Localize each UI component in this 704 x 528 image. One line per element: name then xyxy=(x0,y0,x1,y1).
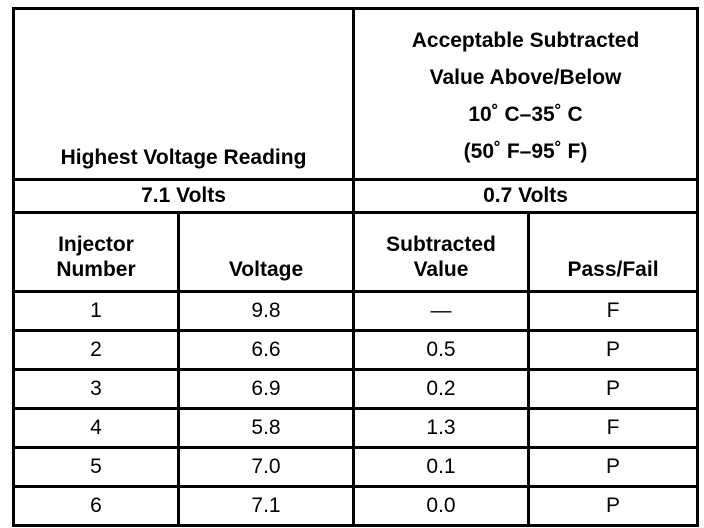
pass-fail-cell: F xyxy=(526,407,700,449)
highest-voltage-value: 7.1 Volts xyxy=(12,178,355,214)
subtracted-value-cell: — xyxy=(352,290,530,332)
pass-fail-cell: P xyxy=(526,485,700,527)
column-header-pass-fail: Pass/Fail xyxy=(526,211,700,293)
reference-row: 7.1 Volts 0.7 Volts xyxy=(12,178,700,214)
highest-voltage-label: Highest Voltage Reading xyxy=(60,145,307,169)
column-header-voltage: Voltage xyxy=(177,211,355,293)
acceptable-line-2: Value Above/Below xyxy=(429,66,622,89)
table-row: 5 7.0 0.1 P xyxy=(12,446,700,488)
subtracted-value-cell: 0.0 xyxy=(352,485,530,527)
voltage-cell: 7.1 xyxy=(177,485,355,527)
table-row: 6 7.1 0.0 P xyxy=(12,485,700,527)
subtracted-value-cell: 0.1 xyxy=(352,446,530,488)
injector-number-cell: 5 xyxy=(12,446,180,488)
header-row: Highest Voltage Reading Acceptable Subtr… xyxy=(12,7,700,181)
acceptable-line-1: Acceptable Subtracted xyxy=(411,29,640,52)
table-row: 2 6.6 0.5 P xyxy=(12,329,700,371)
voltage-cell: 5.8 xyxy=(177,407,355,449)
table-row: 3 6.9 0.2 P xyxy=(12,368,700,410)
injector-voltage-table: Highest Voltage Reading Acceptable Subtr… xyxy=(12,7,700,527)
injector-number-cell: 6 xyxy=(12,485,180,527)
voltage-cell: 9.8 xyxy=(177,290,355,332)
voltage-cell: 6.9 xyxy=(177,368,355,410)
injector-number-cell: 4 xyxy=(12,407,180,449)
subtracted-value-cell: 0.2 xyxy=(352,368,530,410)
pass-fail-cell: P xyxy=(526,446,700,488)
column-header-row: Injector Number Voltage Subtracted Value… xyxy=(12,211,700,293)
acceptable-line-3: 10˚ C–35˚ C xyxy=(468,103,583,126)
column-header-injector-line-2: Number xyxy=(56,257,136,281)
pass-fail-cell: P xyxy=(526,329,700,371)
column-header-injector: Injector Number xyxy=(12,211,180,293)
subtracted-value-cell: 1.3 xyxy=(352,407,530,449)
column-header-subtracted-line-2: Value xyxy=(413,257,469,281)
pass-fail-cell: F xyxy=(526,290,700,332)
voltage-cell: 6.6 xyxy=(177,329,355,371)
highest-voltage-header: Highest Voltage Reading xyxy=(12,7,355,181)
table-row: 4 5.8 1.3 F xyxy=(12,407,700,449)
column-header-subtracted-line-1: Subtracted xyxy=(386,232,496,256)
voltage-cell: 7.0 xyxy=(177,446,355,488)
column-header-subtracted: Subtracted Value xyxy=(352,211,530,293)
injector-number-cell: 1 xyxy=(12,290,180,332)
acceptable-value: 0.7 Volts xyxy=(351,178,700,214)
subtracted-value-cell: 0.5 xyxy=(352,329,530,371)
injector-number-cell: 2 xyxy=(12,329,180,371)
injector-number-cell: 3 xyxy=(12,368,180,410)
column-header-injector-line-1: Injector xyxy=(58,232,134,256)
acceptable-line-4: (50˚ F–95˚ F) xyxy=(463,140,588,163)
pass-fail-cell: P xyxy=(526,368,700,410)
acceptable-value-header: Acceptable Subtracted Value Above/Below … xyxy=(351,7,700,181)
table-row: 1 9.8 — F xyxy=(12,290,700,332)
